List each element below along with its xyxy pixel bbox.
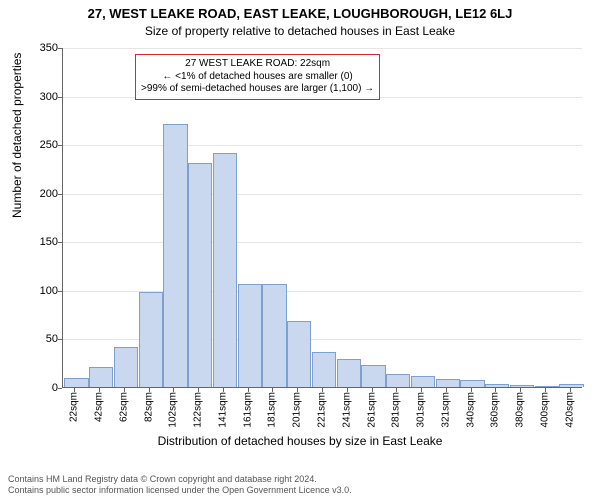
x-tick-label: 340sqm [465,392,476,428]
footer-attribution: Contains HM Land Registry data © Crown c… [8,474,592,497]
x-tick-mark [99,388,100,392]
y-tick-label: 100 [18,285,58,297]
histogram-bar [386,374,410,387]
x-tick-mark [471,388,472,392]
x-tick-mark [198,388,199,392]
gridline [63,145,582,146]
y-tick-label: 0 [18,382,58,394]
annotation-line-1: 27 WEST LEAKE ROAD: 22sqm [141,58,374,71]
footer-line-2: Contains public sector information licen… [8,485,592,496]
x-tick-label: 102sqm [168,392,179,428]
annotation-line-3: >99% of semi-detached houses are larger … [141,83,374,96]
annotation-line-2: ← <1% of detached houses are smaller (0) [141,71,374,84]
y-tick-mark [58,194,62,195]
y-tick-label: 200 [18,188,58,200]
gridline [63,48,582,49]
histogram-bar [188,163,212,387]
x-tick-label: 62sqm [118,392,129,422]
annotation-box: 27 WEST LEAKE ROAD: 22sqm ← <1% of detac… [135,54,380,100]
x-tick-label: 281sqm [391,392,402,428]
x-tick-mark [545,388,546,392]
histogram-bar [262,284,286,387]
chart-root: 27, WEST LEAKE ROAD, EAST LEAKE, LOUGHBO… [0,0,600,500]
x-tick-label: 221sqm [317,392,328,428]
x-tick-label: 181sqm [267,392,278,428]
x-axis-label: Distribution of detached houses by size … [0,434,600,448]
histogram-bar [213,153,237,387]
x-tick-mark [446,388,447,392]
y-tick-label: 50 [18,333,58,345]
x-tick-mark [495,388,496,392]
x-tick-mark [347,388,348,392]
histogram-bar [559,384,583,387]
x-tick-label: 321sqm [440,392,451,428]
x-tick-label: 161sqm [242,392,253,428]
chart-title-sub: Size of property relative to detached ho… [0,24,600,38]
histogram-bar [411,376,435,387]
histogram-bar [287,321,311,387]
x-tick-label: 261sqm [366,392,377,428]
x-tick-mark [248,388,249,392]
histogram-bar [238,284,262,387]
x-tick-mark [223,388,224,392]
y-tick-mark [58,145,62,146]
x-tick-mark [520,388,521,392]
x-tick-mark [173,388,174,392]
histogram-bar [510,385,534,387]
x-tick-mark [322,388,323,392]
x-tick-label: 201sqm [292,392,303,428]
chart-title-main: 27, WEST LEAKE ROAD, EAST LEAKE, LOUGHBO… [0,6,600,21]
histogram-bar [139,292,163,387]
x-tick-label: 22sqm [69,392,80,422]
y-tick-mark [58,48,62,49]
y-tick-label: 350 [18,42,58,54]
x-tick-label: 400sqm [539,392,550,428]
histogram-bar [89,367,113,387]
histogram-bar [64,378,88,387]
x-tick-mark [297,388,298,392]
x-tick-label: 82sqm [143,392,154,422]
gridline [63,242,582,243]
footer-line-1: Contains HM Land Registry data © Crown c… [8,474,592,485]
x-tick-mark [74,388,75,392]
y-tick-mark [58,388,62,389]
x-tick-mark [272,388,273,392]
x-tick-label: 122sqm [193,392,204,428]
x-tick-label: 380sqm [515,392,526,428]
histogram-bar [460,380,484,387]
y-tick-mark [58,242,62,243]
y-tick-mark [58,97,62,98]
histogram-bar [312,352,336,387]
x-tick-mark [149,388,150,392]
x-tick-label: 141sqm [217,392,228,428]
histogram-bar [163,124,187,387]
x-tick-label: 420sqm [564,392,575,428]
y-tick-mark [58,291,62,292]
x-tick-label: 301sqm [416,392,427,428]
histogram-bar [535,386,559,387]
histogram-bar [485,384,509,387]
y-tick-mark [58,339,62,340]
y-tick-label: 300 [18,91,58,103]
y-tick-label: 150 [18,236,58,248]
gridline [63,194,582,195]
histogram-bar [361,365,385,387]
histogram-bar [436,379,460,387]
x-tick-mark [396,388,397,392]
x-tick-label: 360sqm [490,392,501,428]
y-tick-label: 250 [18,139,58,151]
x-tick-label: 241sqm [341,392,352,428]
x-tick-label: 42sqm [94,392,105,422]
histogram-bar [114,347,138,387]
histogram-bar [337,359,361,387]
x-tick-mark [421,388,422,392]
x-tick-mark [124,388,125,392]
x-tick-mark [372,388,373,392]
x-tick-mark [570,388,571,392]
